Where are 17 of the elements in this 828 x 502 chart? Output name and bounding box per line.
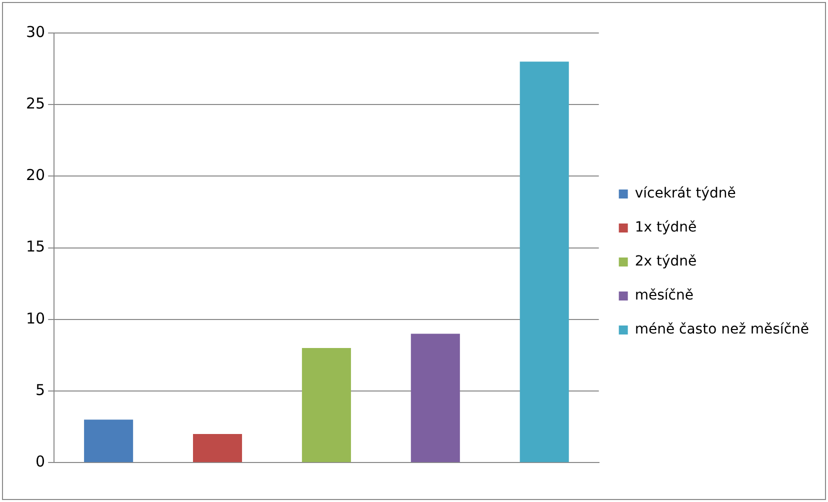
y-tick-label: 10 — [26, 309, 46, 328]
y-tick-label: 25 — [26, 94, 46, 112]
y-tick-label: 20 — [26, 166, 46, 184]
legend-label: méně často než měsíčně — [634, 322, 810, 338]
bar — [410, 334, 460, 462]
bar — [520, 62, 569, 462]
bar — [193, 434, 242, 462]
legend-label: měsíčně — [634, 288, 694, 304]
legend-label: vícekrát týdně — [634, 186, 736, 202]
legend-label: 2x týdně — [634, 254, 697, 270]
y-tick-label: 15 — [26, 238, 46, 256]
y-tick-label: 0 — [36, 452, 46, 470]
y-tick-label: 30 — [26, 22, 46, 41]
y-tick-label: 5 — [36, 380, 46, 399]
bar — [302, 348, 351, 462]
legend-label: 1x týdně — [634, 220, 697, 236]
bar — [84, 420, 134, 462]
